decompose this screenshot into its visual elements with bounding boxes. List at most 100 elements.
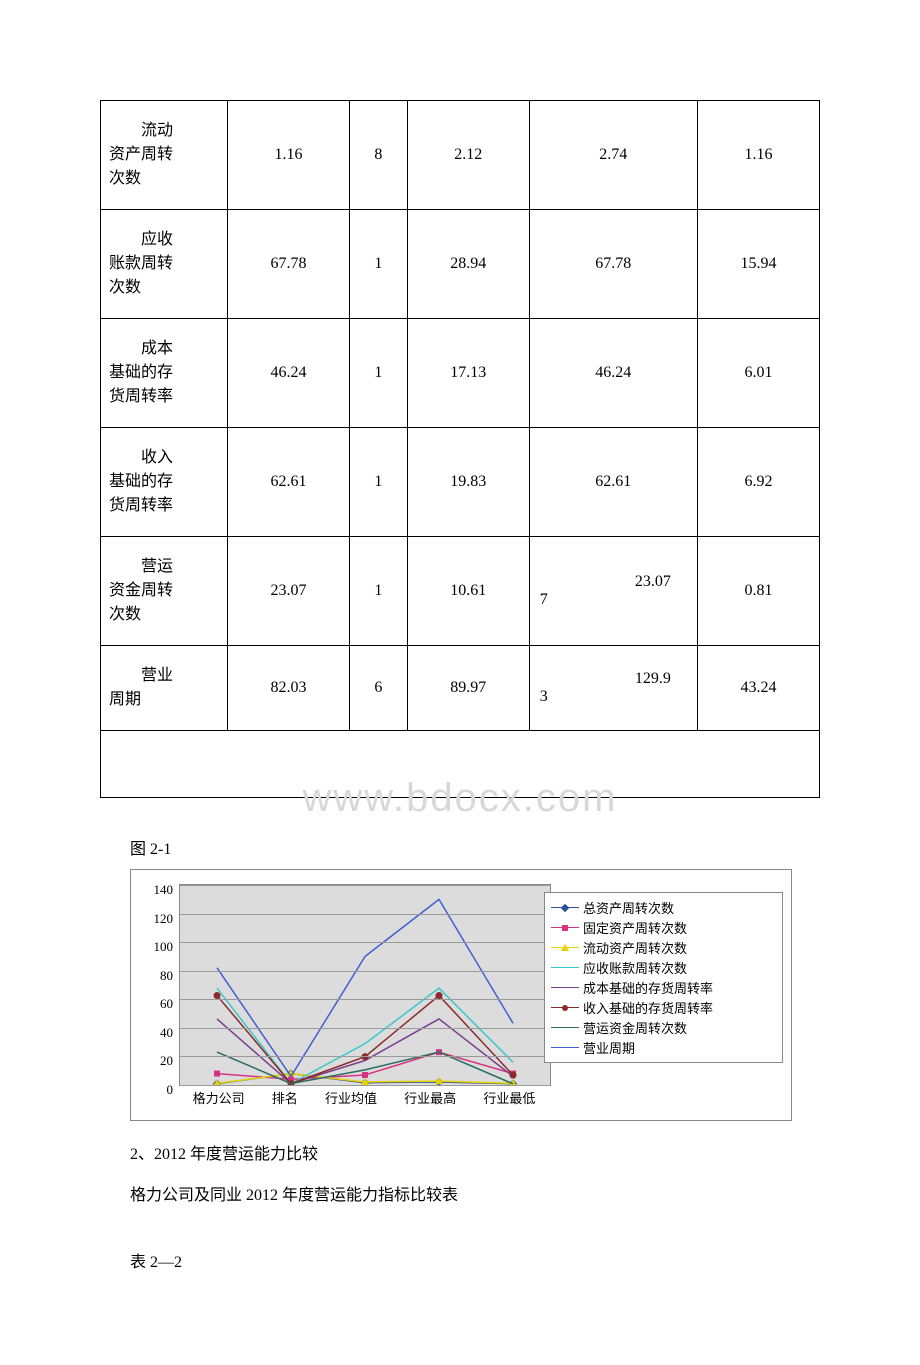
gridline (180, 1028, 550, 1029)
table-cell: 17.13 (407, 319, 529, 428)
table-cell: 46.24 (228, 319, 350, 428)
chart-figure-2-1: 0 20 40 60 80 100 120 140 格力公司 排名 行业均值 行业最高 行业最低 总资… (130, 869, 792, 1121)
legend-swatch (551, 963, 579, 973)
chart-x-axis: 格力公司 排名 行业均值 行业最高 行业最低 (179, 1088, 549, 1107)
legend-item: 收入基础的存货周转率 (551, 998, 776, 1017)
table-cell: 6.01 (697, 319, 819, 428)
table-cell: 0.81 (697, 537, 819, 646)
row-label: 成本基础的存货周转率 (101, 319, 228, 428)
x-tick-label: 行业最低 (483, 1088, 535, 1107)
table-cell: 1 (350, 537, 408, 646)
table-cell: 1 (350, 210, 408, 319)
table-row: 成本基础的存货周转率46.24117.1346.246.01 (101, 319, 820, 428)
table-cell: 28.94 (407, 210, 529, 319)
table-cell: 62.61 (228, 428, 350, 537)
x-tick-label: 格力公司 (193, 1088, 245, 1107)
table-cell: 1.16 (228, 101, 350, 210)
indicator-table: 流动资产周转次数1.1682.122.741.16应收账款周转次数67.7812… (100, 100, 820, 798)
table-cell: 129.93 (529, 646, 697, 731)
gridline (180, 1056, 550, 1057)
table-cell: 67.78 (228, 210, 350, 319)
legend-swatch (551, 1023, 579, 1033)
legend-label: 总资产周转次数 (583, 898, 674, 917)
gridline (180, 914, 550, 915)
table-cell: 89.97 (407, 646, 529, 731)
table-cell: 1.16 (697, 101, 819, 210)
chart-series-line (217, 899, 513, 1076)
legend-item: 成本基础的存货周转率 (551, 978, 776, 997)
table-cell: 19.83 (407, 428, 529, 537)
legend-swatch (551, 1003, 579, 1013)
table-cell: 6.92 (697, 428, 819, 537)
legend-swatch (551, 1043, 579, 1053)
table-cell: 10.61 (407, 537, 529, 646)
x-tick-label: 排名 (272, 1088, 298, 1107)
section-2-subtitle: 格力公司及同业 2012 年度营运能力指标比较表 (130, 1182, 820, 1209)
table-row: 收入基础的存货周转率62.61119.8362.616.92 (101, 428, 820, 537)
table-cell: 23.077 (529, 537, 697, 646)
table-cell: 15.94 (697, 210, 819, 319)
legend-item: 总资产周转次数 (551, 898, 776, 917)
table-cell: 23.07 (228, 537, 350, 646)
table-cell: 62.61 (529, 428, 697, 537)
x-tick-label: 行业最高 (404, 1088, 456, 1107)
row-label: 营业周期 (101, 646, 228, 731)
y-tick-label: 100 (154, 939, 174, 955)
table-cell: 1 (350, 319, 408, 428)
legend-swatch (551, 903, 579, 913)
legend-label: 收入基础的存货周转率 (583, 998, 713, 1017)
chart-plot-area (179, 884, 551, 1086)
legend-label: 固定资产周转次数 (583, 918, 687, 937)
table-row: 营业周期82.03689.97129.9343.24 (101, 646, 820, 731)
table-row: 应收账款周转次数67.78128.9467.7815.94 (101, 210, 820, 319)
row-label: 流动资产周转次数 (101, 101, 228, 210)
legend-item: 应收账款周转次数 (551, 958, 776, 977)
y-tick-label: 0 (167, 1082, 174, 1098)
section-2-title: 2、2012 年度营运能力比较 (130, 1141, 820, 1168)
legend-swatch (551, 983, 579, 993)
y-tick-label: 80 (160, 968, 173, 984)
legend-label: 营运资金周转次数 (583, 1018, 687, 1037)
row-label: 收入基础的存货周转率 (101, 428, 228, 537)
page-container: 流动资产周转次数1.1682.122.741.16应收账款周转次数67.7812… (0, 100, 920, 1365)
chart-marker (510, 1072, 517, 1079)
chart-marker (362, 1072, 368, 1078)
chart-marker (214, 992, 221, 999)
y-tick-label: 140 (154, 882, 174, 898)
table-cell: 82.03 (228, 646, 350, 731)
figure-caption: 图 2-1 (130, 835, 820, 859)
chart-y-axis: 020406080100120140 (141, 876, 175, 1086)
row-label: 营运资金周转次数 (101, 537, 228, 646)
y-tick-label: 20 (160, 1053, 173, 1069)
legend-label: 流动资产周转次数 (583, 938, 687, 957)
table-2-2-caption: 表 2—2 (130, 1249, 820, 1276)
chart-marker (436, 992, 443, 999)
gridline (180, 971, 550, 972)
legend-swatch (551, 943, 579, 953)
gridline (180, 942, 550, 943)
table-cell: 8 (350, 101, 408, 210)
table-cell: 43.24 (697, 646, 819, 731)
legend-item: 营运资金周转次数 (551, 1018, 776, 1037)
chart-marker (214, 1071, 220, 1077)
table-cell: 46.24 (529, 319, 697, 428)
legend-swatch (551, 923, 579, 933)
row-label: 应收账款周转次数 (101, 210, 228, 319)
legend-label: 营业周期 (583, 1038, 635, 1057)
table-row: 流动资产周转次数1.1682.122.741.16 (101, 101, 820, 210)
table-row: 营运资金周转次数23.07110.6123.0770.81 (101, 537, 820, 646)
chart-legend: 总资产周转次数固定资产周转次数流动资产周转次数应收账款周转次数成本基础的存货周转… (544, 892, 783, 1063)
table-cell: 1 (350, 428, 408, 537)
x-tick-label: 行业均值 (325, 1088, 377, 1107)
chart-lines-svg (180, 885, 550, 1085)
table-cell: 2.12 (407, 101, 529, 210)
table-cell: 67.78 (529, 210, 697, 319)
legend-item: 流动资产周转次数 (551, 938, 776, 957)
y-tick-label: 60 (160, 996, 173, 1012)
y-tick-label: 120 (154, 911, 174, 927)
gridline (180, 885, 550, 886)
table-cell: 6 (350, 646, 408, 731)
legend-item: 营业周期 (551, 1038, 776, 1057)
y-tick-label: 40 (160, 1025, 173, 1041)
table-cell: 2.74 (529, 101, 697, 210)
